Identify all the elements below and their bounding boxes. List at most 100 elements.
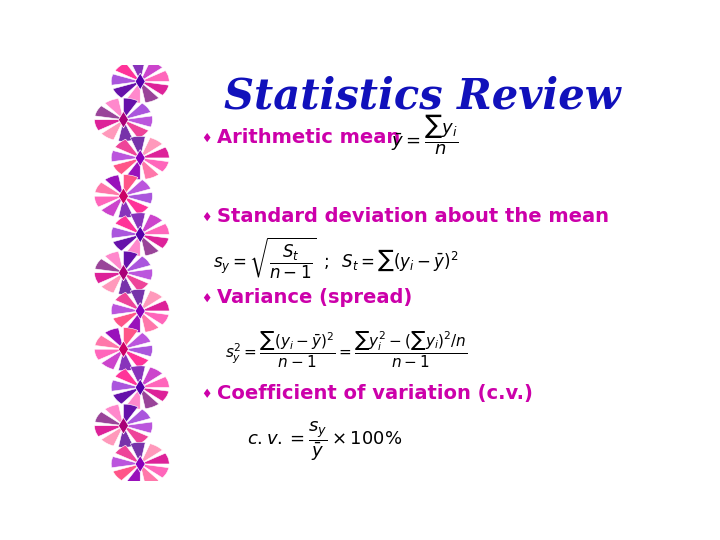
- Wedge shape: [102, 196, 124, 217]
- Wedge shape: [113, 311, 140, 328]
- Wedge shape: [124, 180, 150, 196]
- Wedge shape: [140, 147, 169, 158]
- Text: Variance (spread): Variance (spread): [217, 288, 413, 307]
- Wedge shape: [124, 349, 148, 368]
- Wedge shape: [140, 453, 169, 464]
- Wedge shape: [124, 103, 150, 120]
- Wedge shape: [119, 273, 133, 294]
- Polygon shape: [135, 379, 145, 396]
- Polygon shape: [119, 188, 128, 205]
- Wedge shape: [124, 409, 150, 426]
- Wedge shape: [126, 311, 140, 333]
- Wedge shape: [124, 120, 148, 138]
- Wedge shape: [126, 464, 140, 485]
- Wedge shape: [111, 303, 140, 315]
- Polygon shape: [119, 417, 128, 434]
- Wedge shape: [111, 457, 140, 468]
- Wedge shape: [105, 252, 124, 273]
- Wedge shape: [140, 311, 159, 332]
- Wedge shape: [140, 224, 169, 234]
- Wedge shape: [111, 380, 140, 391]
- Wedge shape: [140, 311, 168, 325]
- Wedge shape: [113, 158, 140, 174]
- Polygon shape: [135, 150, 145, 166]
- Polygon shape: [204, 212, 210, 221]
- Wedge shape: [126, 388, 140, 409]
- Wedge shape: [102, 426, 124, 446]
- Wedge shape: [124, 256, 150, 273]
- Wedge shape: [113, 234, 140, 251]
- Polygon shape: [135, 226, 145, 243]
- Wedge shape: [115, 446, 140, 464]
- Wedge shape: [105, 404, 124, 426]
- Wedge shape: [95, 335, 124, 349]
- Wedge shape: [111, 227, 140, 238]
- Polygon shape: [119, 111, 128, 128]
- Wedge shape: [124, 426, 148, 444]
- Wedge shape: [130, 213, 145, 234]
- Wedge shape: [94, 426, 124, 436]
- Wedge shape: [94, 120, 124, 131]
- Wedge shape: [113, 82, 140, 98]
- Wedge shape: [124, 328, 138, 349]
- Wedge shape: [105, 175, 124, 196]
- Text: $\bar{y} = \dfrac{\sum y_i}{n}$: $\bar{y} = \dfrac{\sum y_i}{n}$: [391, 113, 459, 157]
- Wedge shape: [140, 82, 159, 103]
- Polygon shape: [135, 456, 145, 472]
- Wedge shape: [140, 377, 169, 388]
- Wedge shape: [140, 234, 159, 256]
- Wedge shape: [140, 444, 163, 464]
- Wedge shape: [124, 404, 138, 426]
- Wedge shape: [95, 259, 124, 273]
- Wedge shape: [94, 273, 124, 284]
- Wedge shape: [115, 369, 140, 388]
- Polygon shape: [204, 293, 210, 302]
- Wedge shape: [140, 388, 168, 401]
- Wedge shape: [126, 82, 140, 103]
- Wedge shape: [94, 196, 124, 207]
- Wedge shape: [140, 82, 168, 96]
- Wedge shape: [140, 214, 163, 234]
- Polygon shape: [119, 265, 128, 281]
- Wedge shape: [113, 388, 140, 404]
- Wedge shape: [102, 273, 124, 293]
- Wedge shape: [126, 234, 140, 256]
- Wedge shape: [124, 251, 138, 273]
- Wedge shape: [130, 136, 145, 158]
- Wedge shape: [130, 366, 145, 388]
- Text: $c.v. = \dfrac{s_y}{\bar{y}} \times 100\%$: $c.v. = \dfrac{s_y}{\bar{y}} \times 100\…: [247, 420, 402, 463]
- Wedge shape: [140, 158, 159, 179]
- Wedge shape: [124, 116, 153, 127]
- Wedge shape: [119, 426, 133, 447]
- Wedge shape: [124, 269, 153, 280]
- Wedge shape: [102, 349, 124, 369]
- Wedge shape: [140, 138, 163, 158]
- Text: $s_y^2 = \dfrac{\sum(y_i - \bar{y})^2}{n-1} = \dfrac{\sum y_i^2 - (\sum y_i)^2 /: $s_y^2 = \dfrac{\sum(y_i - \bar{y})^2}{n…: [225, 329, 468, 370]
- Polygon shape: [204, 389, 210, 398]
- Polygon shape: [135, 302, 145, 319]
- Wedge shape: [140, 367, 163, 388]
- Wedge shape: [124, 174, 138, 196]
- Wedge shape: [119, 196, 133, 218]
- Wedge shape: [95, 106, 124, 120]
- Wedge shape: [124, 192, 153, 204]
- Wedge shape: [113, 464, 140, 481]
- Wedge shape: [95, 183, 124, 196]
- Wedge shape: [140, 234, 168, 248]
- Text: Statistics Review: Statistics Review: [224, 75, 621, 117]
- Wedge shape: [140, 388, 159, 409]
- Wedge shape: [119, 349, 133, 371]
- Text: Coefficient of variation (c.v.): Coefficient of variation (c.v.): [217, 384, 533, 403]
- Wedge shape: [115, 215, 140, 234]
- Wedge shape: [111, 151, 140, 161]
- Wedge shape: [95, 412, 124, 426]
- Wedge shape: [140, 300, 169, 311]
- Polygon shape: [135, 73, 145, 90]
- Wedge shape: [126, 158, 140, 180]
- Text: Arithmetic mean: Arithmetic mean: [217, 128, 400, 147]
- Wedge shape: [140, 464, 159, 485]
- Wedge shape: [140, 464, 168, 478]
- Wedge shape: [94, 349, 124, 360]
- Wedge shape: [124, 346, 153, 356]
- Wedge shape: [140, 158, 168, 172]
